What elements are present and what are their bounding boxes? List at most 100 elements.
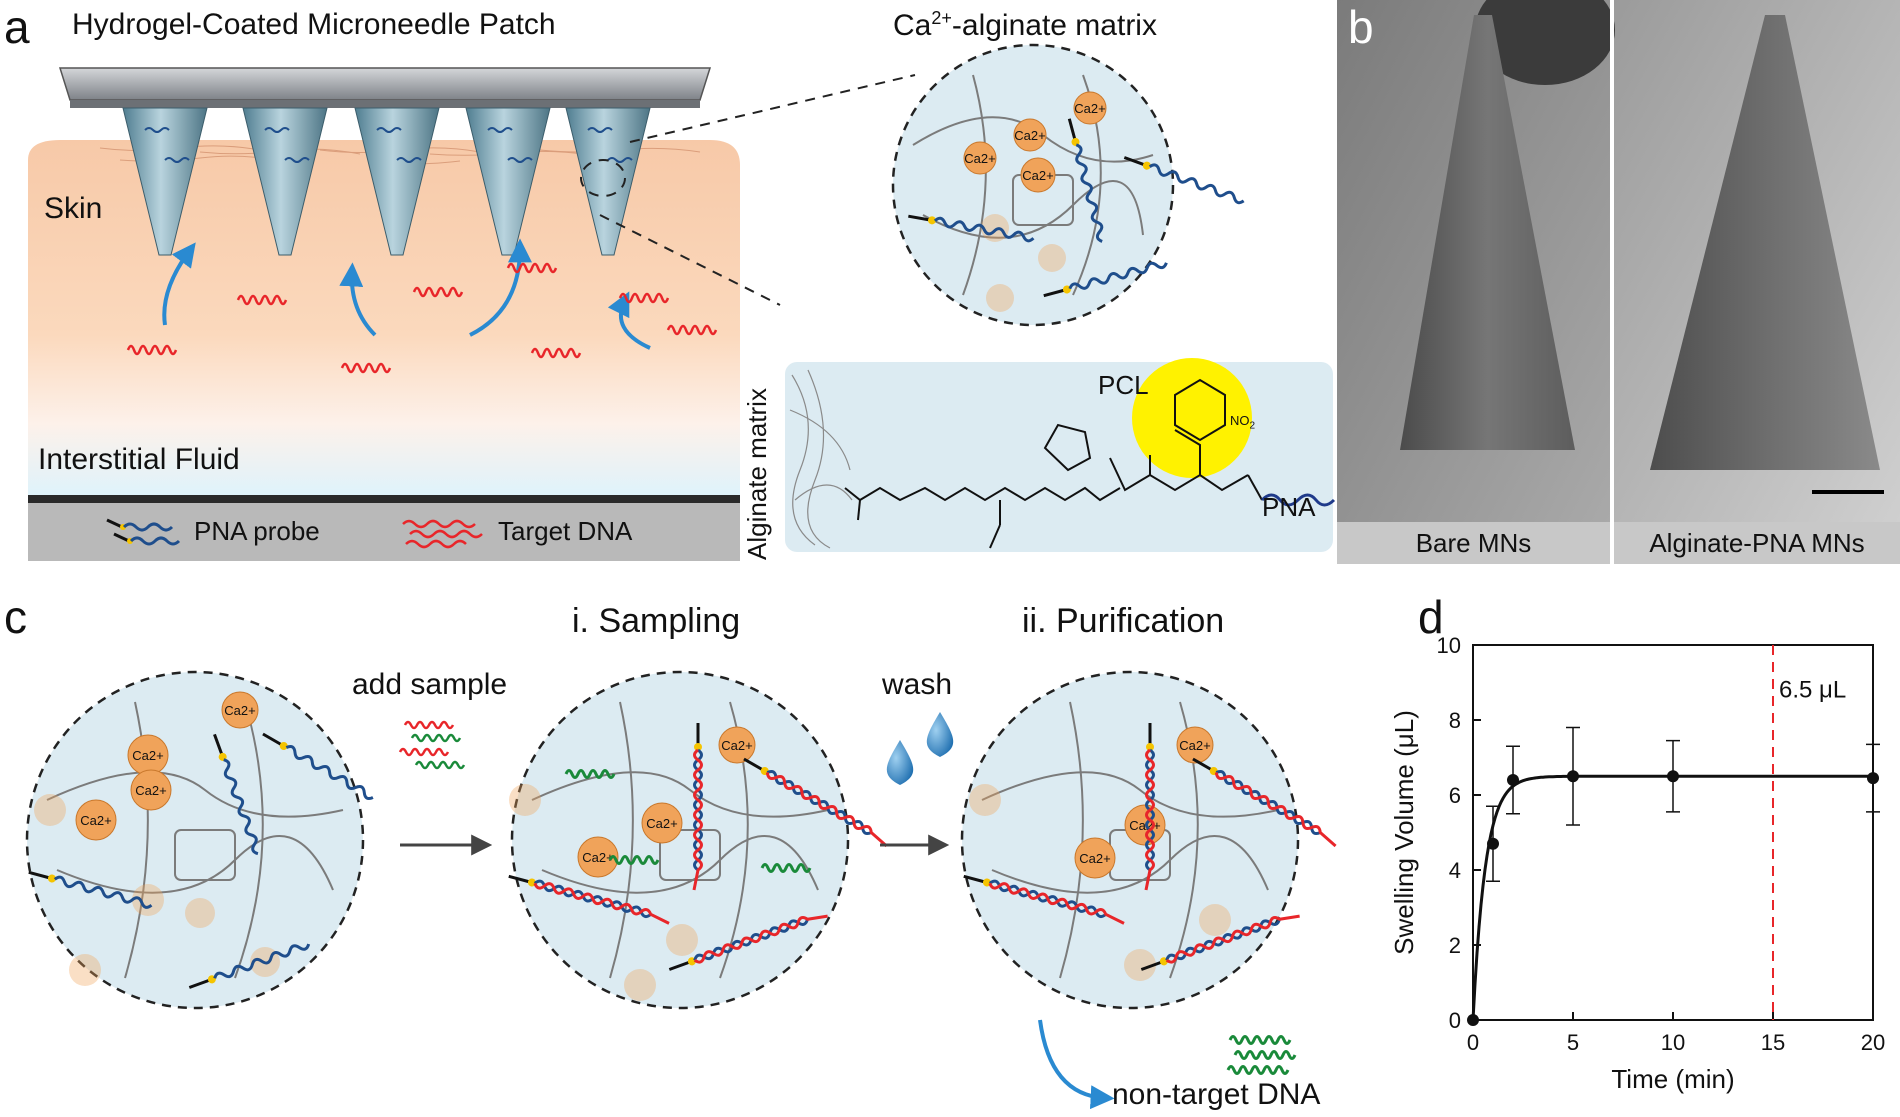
data-point — [1667, 770, 1679, 783]
needle-probe — [284, 157, 310, 163]
ca-ion-label: Ca2+ — [646, 816, 677, 831]
pna-label: PNA — [1262, 492, 1316, 522]
target-dna-strand — [412, 286, 464, 298]
probe-linker — [1192, 757, 1213, 772]
probe-linker — [188, 978, 211, 989]
target-strand — [1165, 914, 1300, 964]
needle-probe — [164, 157, 190, 163]
ca-ion-faint — [34, 794, 66, 826]
network-fiber — [1059, 701, 1084, 979]
pna-probe — [908, 214, 1035, 243]
probe-linker — [262, 732, 283, 747]
probe-strand — [1068, 261, 1168, 290]
network-fiber — [609, 701, 634, 979]
purification-title: ii. Purification — [1022, 602, 1225, 640]
target-strand — [988, 882, 1125, 925]
probe-strand — [1075, 143, 1104, 243]
target-dna-strand — [340, 362, 392, 374]
patch-title: Hydrogel-Coated Microneedle Patch — [72, 8, 556, 41]
target-strand — [692, 748, 703, 891]
pna-probe — [262, 732, 374, 801]
needle-probe — [507, 157, 533, 163]
legend-target-label: Target DNA — [498, 516, 633, 546]
ca-ion-faint — [185, 898, 215, 928]
non-target-dna-strand — [760, 863, 812, 873]
probe-strand — [53, 875, 153, 909]
y-tick-label: 6 — [1449, 783, 1461, 808]
no2-label: NO2 — [1230, 413, 1255, 432]
data-point — [1467, 1014, 1479, 1026]
probe-target-duplex — [508, 874, 670, 925]
alginate-matrix-label: Alginate matrix — [742, 388, 772, 560]
network-fiber — [174, 829, 236, 881]
probe-linker — [213, 733, 224, 756]
ca-ion — [1013, 118, 1047, 152]
x-axis-label: Time (min) — [1611, 1064, 1734, 1094]
washed-non-target-strand — [1226, 1065, 1290, 1075]
y-tick-label: 10 — [1437, 633, 1461, 658]
washed-non-target-strand — [1233, 1050, 1297, 1060]
ca-ion-label: Ca2+ — [1129, 818, 1160, 833]
x-tick-label: 20 — [1861, 1030, 1885, 1055]
target-dna-strand — [126, 344, 178, 356]
washed-non-target-strand — [1228, 1035, 1292, 1045]
ca-ion — [130, 769, 172, 811]
reference-line-label: 6.5 μL — [1779, 677, 1846, 704]
matrix-title-ca: Ca — [893, 9, 932, 42]
chemical-structure — [789, 369, 1336, 549]
probe-linker — [508, 874, 531, 884]
add-sample-label: add sample — [352, 668, 508, 701]
pna-probe — [1123, 156, 1245, 205]
probe-strand — [223, 758, 259, 856]
needle-probe — [144, 127, 170, 133]
pna-probe — [28, 870, 153, 909]
probe-pcl-dot — [47, 874, 56, 883]
zoom-lines — [580, 74, 916, 306]
probe-linker — [1140, 960, 1163, 971]
probe-linker — [1067, 118, 1077, 141]
ca-ion — [75, 799, 117, 841]
legend-probe-label: PNA probe — [194, 516, 320, 546]
ca-ion — [718, 726, 756, 764]
data-point — [1867, 772, 1879, 785]
y-axis-label: Swelling Volume (μL) — [1389, 710, 1419, 955]
ca-ion-faint — [132, 884, 164, 916]
probe-linker — [1043, 288, 1066, 298]
target-strand — [1214, 772, 1337, 848]
legend-target-icon — [398, 512, 488, 552]
probe-strand — [213, 943, 311, 979]
network-fiber — [962, 74, 987, 296]
probe-pcl-dot — [279, 742, 288, 750]
panel-letter-d: d — [1418, 591, 1444, 643]
ca-ion-label: Ca2+ — [1014, 128, 1045, 143]
microneedle — [242, 107, 328, 256]
chemistry-panel — [785, 358, 1333, 552]
ca-ion — [577, 836, 619, 878]
panel-letter-a: a — [4, 1, 30, 53]
y-tick-label: 2 — [1449, 933, 1461, 958]
non-target-dna-strand — [608, 855, 660, 865]
needle-probe — [376, 127, 402, 133]
dna-strands — [28, 118, 1337, 1075]
legend-probe-icon — [102, 512, 192, 552]
probe-pcl-dot — [927, 216, 936, 225]
ca-ion — [1176, 726, 1214, 764]
pna-probe — [1043, 261, 1168, 298]
network-fiber — [981, 771, 1279, 818]
ca-ion-label: Ca2+ — [224, 703, 255, 718]
wash-label: wash — [882, 668, 953, 701]
probe-target-duplex — [1192, 757, 1337, 848]
ca-ion-label: Ca2+ — [80, 813, 111, 828]
ca-ion-faint — [969, 784, 1001, 816]
sem-right-caption: Alginate-PNA MNs — [1649, 528, 1865, 558]
sample-dna-strand — [403, 720, 455, 730]
network-fiber — [659, 829, 721, 881]
y-tick-label: 4 — [1449, 858, 1461, 883]
probe-target-duplex — [668, 914, 828, 971]
target-strand — [1144, 748, 1155, 891]
target-dna-strand — [530, 347, 582, 359]
probe-pcl-dot — [694, 743, 702, 751]
ca-ion-faint — [1199, 904, 1231, 936]
network-fiber — [531, 771, 829, 818]
ca-ion-faint — [981, 214, 1009, 242]
